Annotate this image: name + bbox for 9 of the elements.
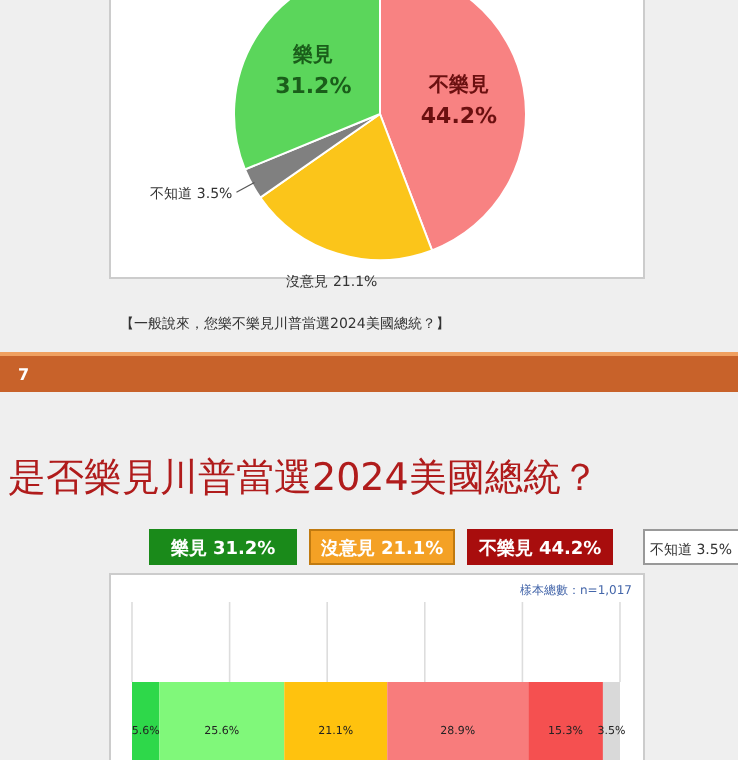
text: 樂見 31.2% — [168, 538, 276, 560]
data-label: 44.2% — [420, 103, 498, 130]
slice-label: 不樂見 — [426, 73, 489, 98]
slice-label: 樂見 — [291, 43, 334, 68]
chart-title: 是否樂見川普當選2024美國總統？ — [8, 456, 599, 500]
text: 沒意見 21.1% — [318, 538, 444, 560]
text: 7 — [18, 366, 30, 384]
text: 不樂見 44.2% — [476, 538, 602, 560]
data-label: 31.2% — [275, 73, 352, 100]
